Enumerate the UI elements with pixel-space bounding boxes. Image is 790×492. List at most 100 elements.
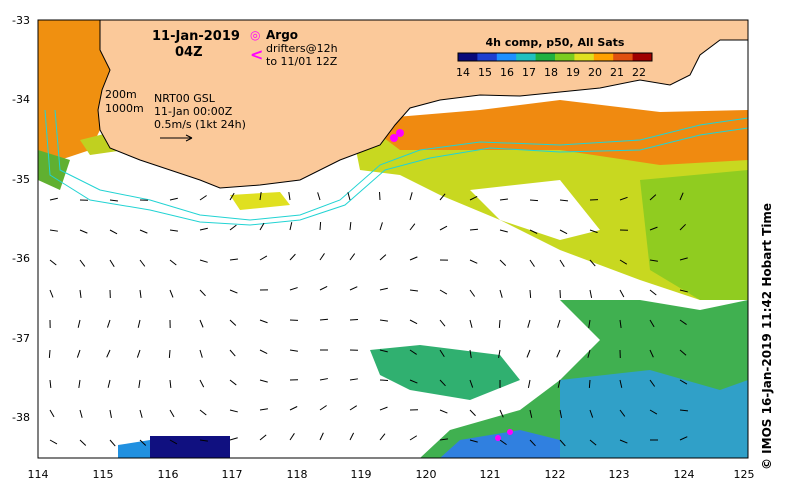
current-vector <box>319 432 324 441</box>
current-vector <box>79 289 82 298</box>
colorbar-tick-label: 16 <box>500 66 514 79</box>
current-vector <box>559 409 563 418</box>
current-vector <box>619 259 628 265</box>
current-vector <box>469 349 472 358</box>
current-vector <box>649 289 657 296</box>
current-vector <box>289 253 296 261</box>
current-vector <box>319 378 328 381</box>
current-vector <box>409 349 417 355</box>
current-vector <box>409 319 418 325</box>
current-vector <box>557 319 561 328</box>
current-vector <box>49 439 58 445</box>
current-vector <box>588 379 591 389</box>
current-vector <box>378 191 381 201</box>
current-vector <box>259 192 262 201</box>
current-vector <box>229 289 238 294</box>
current-vector <box>317 192 321 201</box>
colorbar-tick-label: 21 <box>610 66 624 79</box>
current-vector <box>349 286 358 291</box>
current-vector <box>649 349 654 358</box>
current-vector <box>199 319 204 328</box>
current-vector <box>319 221 322 231</box>
current-vector <box>109 259 115 268</box>
current-vector <box>409 256 418 261</box>
current-vector <box>469 439 478 443</box>
x-tick-label: 123 <box>609 468 630 481</box>
current-vector <box>229 349 236 357</box>
land-australia <box>97 19 749 189</box>
current-vector <box>679 319 687 325</box>
map-panel <box>38 19 749 458</box>
current-vector <box>379 319 388 322</box>
current-vector <box>169 259 177 266</box>
current-vector <box>109 409 112 418</box>
current-vector <box>199 439 208 442</box>
y-tick-label: -37 <box>12 332 30 345</box>
current-vector <box>679 409 689 412</box>
colorbar-outline <box>457 52 653 62</box>
current-vector <box>106 349 111 358</box>
current-vector <box>469 289 476 297</box>
current-vector <box>409 379 418 384</box>
current-vectors <box>48 191 689 447</box>
x-tick-label: 116 <box>158 468 179 481</box>
colorbar-tick-label: 14 <box>456 66 470 79</box>
x-tick-label: 114 <box>28 468 49 481</box>
current-vector <box>259 434 267 441</box>
current-vector <box>589 259 596 267</box>
colorbar-swatch <box>574 53 595 61</box>
current-vector <box>289 349 298 352</box>
current-vector <box>349 318 359 321</box>
current-vector <box>139 229 148 234</box>
current-vector <box>49 409 55 418</box>
current-vector <box>559 199 569 202</box>
current-vector <box>559 259 565 268</box>
current-vector <box>49 379 52 389</box>
current-vector <box>319 286 328 291</box>
current-vector <box>499 229 508 233</box>
current-vector <box>589 439 597 446</box>
current-vector <box>289 287 298 291</box>
current-vector <box>199 349 203 358</box>
x-tick-label: 124 <box>674 468 695 481</box>
current-vector <box>78 379 81 388</box>
current-vector <box>79 409 83 418</box>
current-vector <box>587 349 591 358</box>
colorbar-swatch <box>496 53 517 61</box>
current-vector <box>439 319 446 327</box>
current-vector <box>469 379 474 388</box>
current-vector <box>439 438 448 441</box>
current-vector <box>559 439 566 447</box>
drifter-legend-line1: drifters@12h <box>266 42 338 55</box>
current-vector <box>259 408 268 411</box>
current-vector <box>107 379 111 388</box>
current-vector <box>679 349 687 356</box>
current-vector <box>259 222 265 231</box>
current-vector <box>79 439 87 446</box>
argo-legend-icon: ◎ <box>250 28 260 42</box>
y-tick-label: -35 <box>12 173 30 186</box>
current-vector <box>619 439 628 444</box>
current-vector <box>109 229 118 235</box>
current-vector <box>439 349 445 357</box>
current-vector <box>589 409 594 418</box>
current-vector <box>679 257 688 261</box>
current-vector <box>409 289 419 292</box>
current-vector <box>589 289 593 298</box>
current-vector <box>229 192 235 201</box>
current-vector <box>229 379 237 386</box>
argo-legend-label: Argo <box>266 28 298 42</box>
drifter-legend-icon: < <box>250 45 263 64</box>
current-vector <box>199 259 208 263</box>
current-vector <box>649 226 658 231</box>
x-axis: 114 115 116 117 118 119 120 121 122 123 … <box>28 468 755 481</box>
current-vector <box>259 255 268 261</box>
current-vector <box>76 349 81 358</box>
colorbar-tick-label: 20 <box>588 66 602 79</box>
current-vector <box>168 349 171 359</box>
colorbar-swatch <box>632 53 653 61</box>
current-vector <box>679 192 684 201</box>
current-vector <box>79 229 88 234</box>
colorbar-tick-label: 22 <box>632 66 646 79</box>
colorbar-tick-label: 18 <box>544 66 558 79</box>
